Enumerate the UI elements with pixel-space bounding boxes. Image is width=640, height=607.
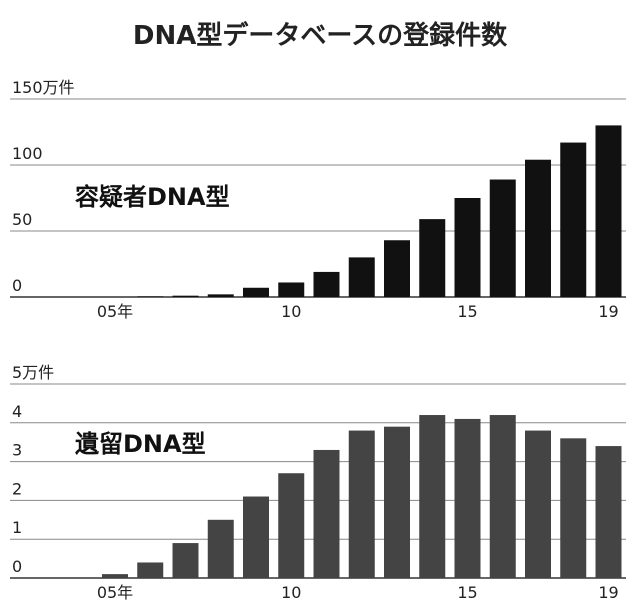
x-tick-label: 19 xyxy=(598,302,618,321)
bar xyxy=(384,240,410,297)
bar xyxy=(525,159,551,297)
y-tick-label: 0 xyxy=(12,557,22,576)
bar xyxy=(243,496,269,578)
bar xyxy=(454,198,481,297)
bar xyxy=(207,519,234,578)
bar xyxy=(384,426,410,578)
x-tick-label: 19 xyxy=(598,583,618,602)
x-tick-label: 15 xyxy=(457,583,477,602)
bar xyxy=(137,562,164,578)
bar xyxy=(595,446,622,578)
bar xyxy=(560,438,587,578)
y-tick-label: 0 xyxy=(12,276,22,295)
x-tick-label: 05年 xyxy=(97,302,133,321)
bar xyxy=(313,271,340,297)
bar xyxy=(102,574,128,578)
y-tick-label: 50 xyxy=(12,210,32,229)
y-tick-label: 4 xyxy=(12,402,22,421)
y-tick-label: 2 xyxy=(12,479,22,498)
bar xyxy=(278,473,305,578)
bar xyxy=(525,430,551,578)
chart-title: DNA型データベースの登録件数 xyxy=(133,20,508,51)
bar xyxy=(348,257,375,297)
bar xyxy=(419,415,446,578)
bar xyxy=(454,418,481,578)
y-tick-label: 100 xyxy=(12,144,43,163)
x-tick-label: 10 xyxy=(281,302,301,321)
x-tick-label: 05年 xyxy=(97,583,133,602)
y-tick-label: 5万件 xyxy=(12,363,54,382)
annotation: 容疑者DNA型 xyxy=(75,183,230,211)
annotation: 遺留DNA型 xyxy=(75,430,206,458)
bar xyxy=(560,142,587,297)
bar xyxy=(489,179,516,297)
bar xyxy=(419,219,446,297)
bar xyxy=(313,449,340,578)
bar xyxy=(172,295,199,297)
bar xyxy=(348,430,375,578)
x-tick-label: 10 xyxy=(281,583,301,602)
y-tick-label: 1 xyxy=(12,518,22,537)
bar xyxy=(172,543,199,578)
bar xyxy=(278,282,305,297)
bar xyxy=(137,296,164,297)
y-tick-label: 150万件 xyxy=(12,78,75,97)
bar xyxy=(595,125,622,298)
bar xyxy=(243,287,269,297)
x-tick-label: 15 xyxy=(457,302,477,321)
bar xyxy=(489,415,516,578)
bar xyxy=(207,294,234,297)
y-tick-label: 3 xyxy=(12,441,22,460)
